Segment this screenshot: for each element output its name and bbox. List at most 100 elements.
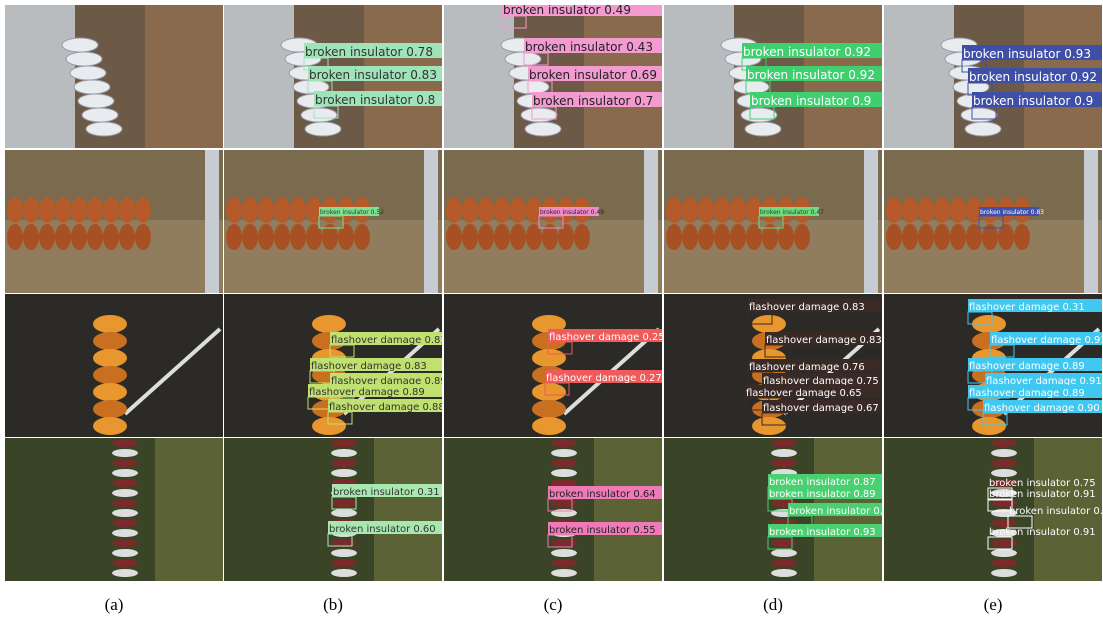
disc [532,383,566,401]
caption: (b) [323,595,343,614]
detection-label: broken insulator 0.69 [529,68,657,82]
disc [972,417,1006,435]
detection-label: flashover damage 0.90 [984,403,1100,414]
disc [331,469,357,477]
disc [991,549,1017,557]
disc [82,108,118,122]
disc [70,66,106,80]
disc [505,52,541,66]
foliage [374,438,442,581]
detection-label: broken insulator 0.92 [747,68,875,82]
disc [112,519,138,527]
figure: broken insulator 0.78broken insulator 0.… [0,0,1103,620]
detection-label: broken insulator 0.75 [989,478,1096,489]
disc [112,539,138,547]
disc [112,439,138,447]
detection-label: broken insulator 0.9 [751,94,871,108]
disc [446,197,462,223]
disc [23,197,39,223]
detection-label: broken insulator 0.89 [769,489,876,500]
disc [331,569,357,577]
detection-label: broken insulator 0.55 [549,525,656,536]
disc [991,539,1017,547]
detection-label: flashover damage 0.67 [763,403,879,414]
disc [510,197,526,223]
disc [226,224,242,250]
disc [494,224,510,250]
disc [771,449,797,457]
disc [991,439,1017,447]
photo: broken insulator 0.52 [224,150,442,293]
disc [331,509,357,517]
disc [87,197,103,223]
disc [730,197,746,223]
disc [112,459,138,467]
detection-label: flashover damage 0.25 [549,332,665,343]
disc [71,224,87,250]
disc [478,197,494,223]
disc [574,224,590,250]
disc [771,569,797,577]
disc [119,224,135,250]
disc [112,479,138,487]
disc [532,417,566,435]
disc [93,315,127,333]
disc [886,224,902,250]
disc [290,197,306,223]
disc [771,459,797,467]
disc [331,499,357,507]
disc [551,469,577,477]
detection-label: broken insulator 0.7 [533,94,653,108]
disc [112,499,138,507]
detection-label: broken insulator 0.88 [789,506,896,517]
detection-label: broken insulator 0.8 [315,93,435,107]
disc [794,224,810,250]
detection-label: broken insulator 0.83 [980,209,1044,216]
disc [752,417,786,435]
detection-label: flashover damage 0.27 [546,373,662,384]
disc [950,197,966,223]
caption: (a) [105,595,124,614]
disc [741,108,777,122]
disc [478,224,494,250]
disc [771,549,797,557]
pole [644,150,658,293]
pole [864,150,878,293]
disc [551,449,577,457]
tower [664,5,734,148]
disc [991,459,1017,467]
disc [991,559,1017,567]
disc [112,509,138,517]
disc [771,539,797,547]
disc [354,224,370,250]
tower [884,5,954,148]
disc [494,197,510,223]
disc [682,197,698,223]
disc [86,122,122,136]
photo: broken insulator 0.93broken insulator 0.… [884,5,1103,148]
disc [112,449,138,457]
disc [87,224,103,250]
detection-label: flashover damage 0.83 [766,335,882,346]
detection-label: flashover damage 0.89 [309,387,425,398]
disc [258,197,274,223]
disc [934,197,950,223]
disc [242,197,258,223]
disc [918,224,934,250]
disc [39,224,55,250]
disc [119,197,135,223]
disc [666,224,682,250]
disc [532,400,566,418]
disc [135,224,151,250]
disc [551,549,577,557]
disc [23,224,39,250]
disc [551,509,577,517]
disc [532,349,566,367]
disc [666,197,682,223]
disc [112,559,138,567]
photo [5,294,223,437]
disc [242,224,258,250]
detection-label: flashover damage 0.83 [331,335,447,346]
detection-label: broken insulator 0.87 [1009,506,1103,517]
disc [733,80,769,94]
